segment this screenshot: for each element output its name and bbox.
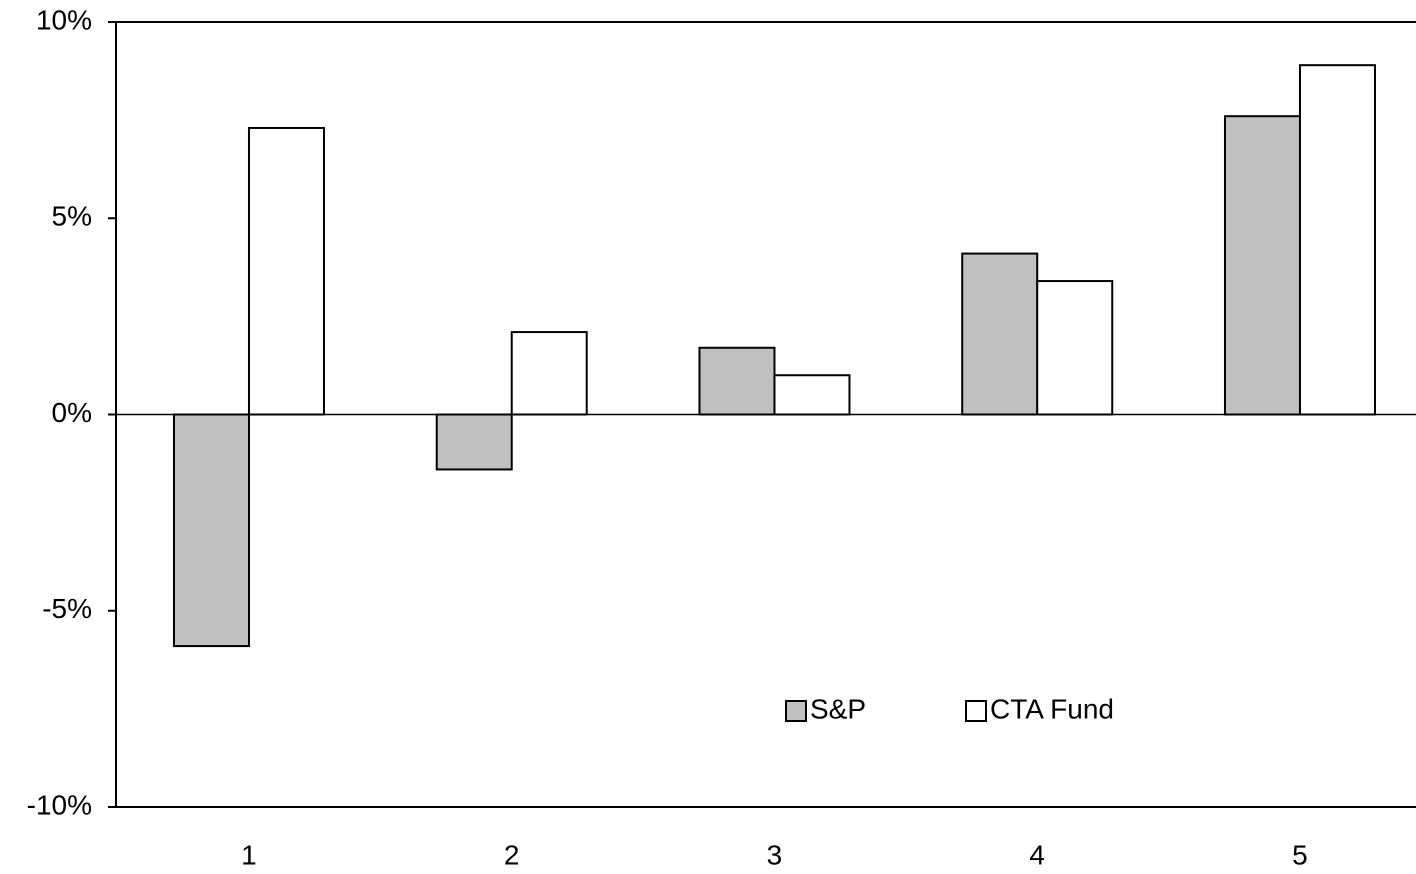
bar bbox=[510, 331, 588, 416]
legend-label: CTA Fund bbox=[990, 693, 1114, 724]
x-tick-label: 3 bbox=[767, 839, 783, 870]
legend-swatch bbox=[965, 700, 987, 722]
legend-swatch bbox=[785, 700, 807, 722]
legend-label: S&P bbox=[810, 693, 866, 724]
x-tick-label: 1 bbox=[241, 839, 257, 870]
bar bbox=[961, 252, 1039, 416]
bar bbox=[698, 346, 776, 416]
x-tick-label: 4 bbox=[1029, 839, 1045, 870]
bar bbox=[773, 374, 851, 416]
y-tick-label: 0% bbox=[52, 397, 92, 428]
bar bbox=[1223, 115, 1301, 416]
bar bbox=[1298, 64, 1376, 416]
bar bbox=[172, 413, 250, 648]
bar bbox=[1036, 280, 1114, 416]
x-tick-label: 5 bbox=[1292, 839, 1308, 870]
y-tick-label: 5% bbox=[52, 201, 92, 232]
y-tick-label: 10% bbox=[36, 4, 92, 35]
bar bbox=[247, 126, 325, 416]
bar bbox=[435, 413, 513, 471]
y-tick-label: -10% bbox=[27, 789, 92, 820]
x-tick-label: 2 bbox=[504, 839, 520, 870]
y-tick-label: -5% bbox=[42, 593, 92, 624]
